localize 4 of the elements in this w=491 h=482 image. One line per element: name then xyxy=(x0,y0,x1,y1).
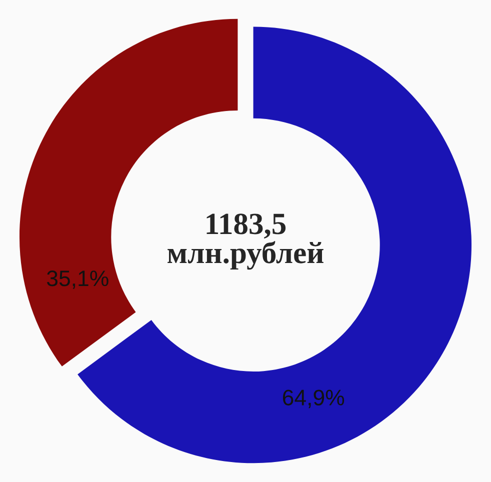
data-label: 64,9% xyxy=(282,390,344,408)
text: 1183,5 xyxy=(206,214,286,239)
data-label: 35,1% xyxy=(46,270,108,289)
text: млн.рублей xyxy=(168,241,324,270)
